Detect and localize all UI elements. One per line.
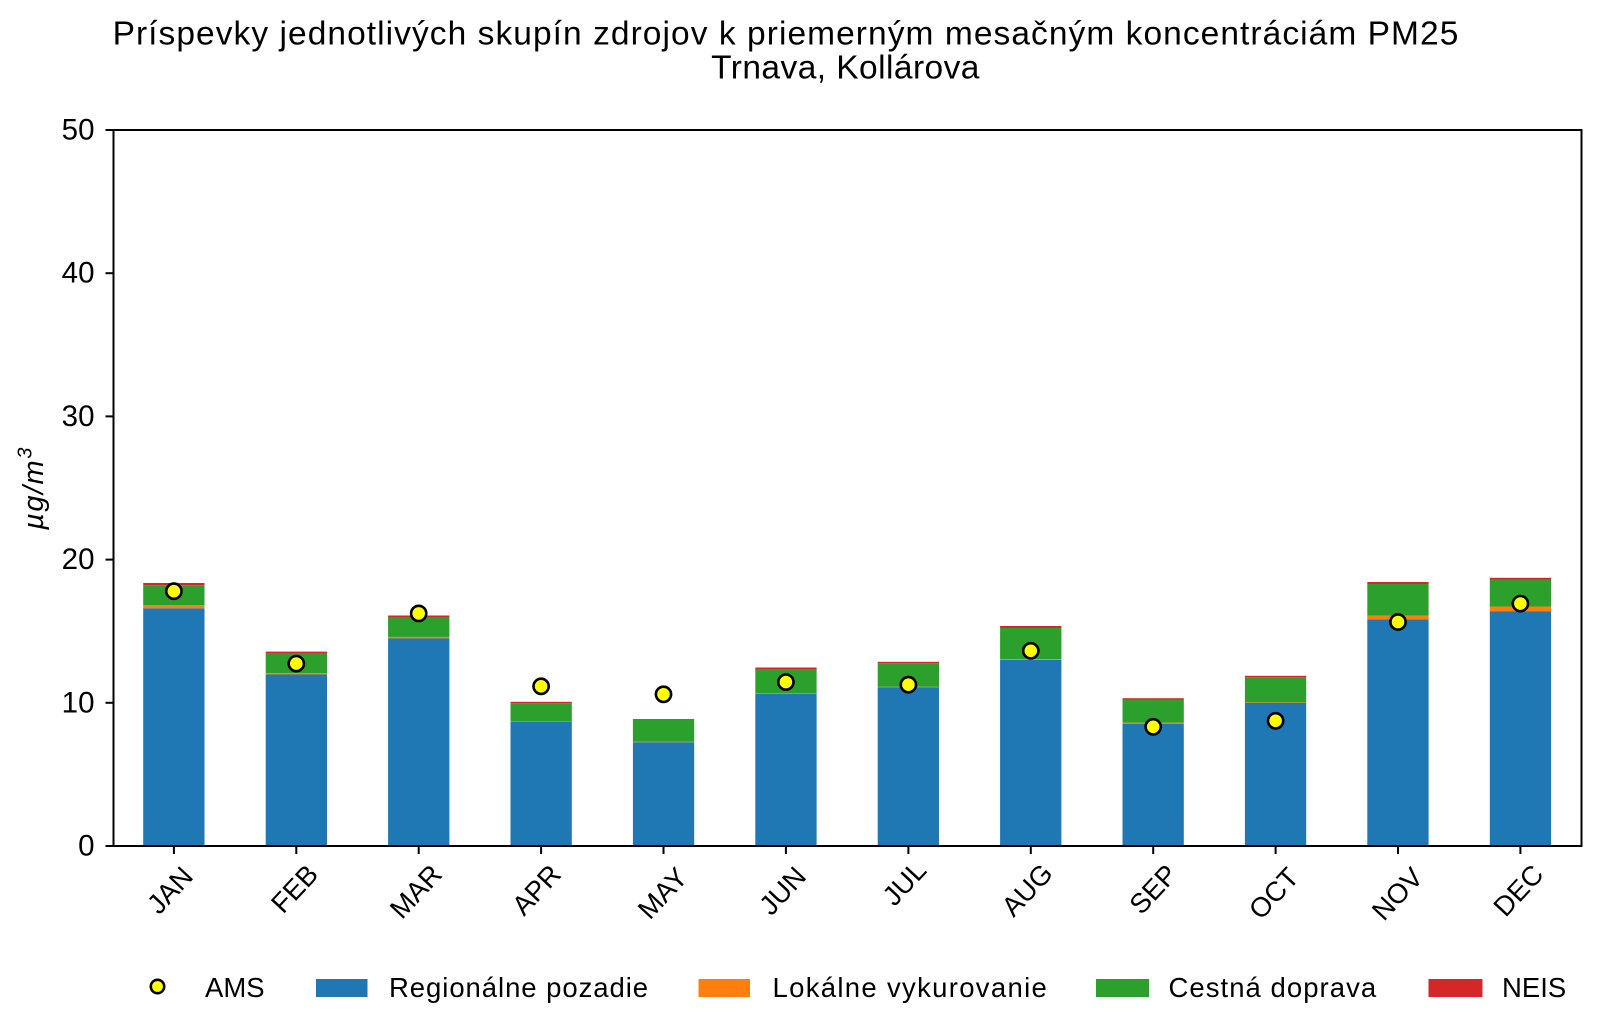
svg-text:Cestná doprava: Cestná doprava — [1169, 972, 1378, 1003]
svg-text:20: 20 — [62, 543, 95, 576]
svg-text:Lokálne vykurovanie: Lokálne vykurovanie — [773, 972, 1049, 1003]
svg-text:Trnava, Kollárova: Trnava, Kollárova — [711, 49, 980, 86]
svg-text:Regionálne pozadie: Regionálne pozadie — [389, 972, 649, 1003]
svg-text:30: 30 — [62, 400, 95, 433]
svg-text:50: 50 — [62, 114, 95, 147]
svg-text:40: 40 — [62, 257, 95, 290]
svg-text:0: 0 — [78, 830, 94, 863]
svg-text:µg/m3: µg/m3 — [15, 446, 51, 531]
svg-text:AMS: AMS — [205, 972, 265, 1003]
svg-text:Príspevky jednotlivých skupín: Príspevky jednotlivých skupín zdrojov k … — [113, 15, 1460, 52]
svg-text:10: 10 — [62, 686, 95, 719]
svg-text:NEIS: NEIS — [1502, 972, 1566, 1003]
